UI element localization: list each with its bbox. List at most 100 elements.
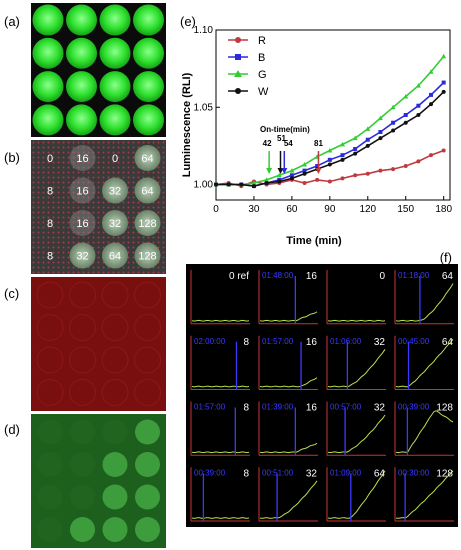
legend-label: B [258, 52, 265, 64]
data-point [302, 171, 307, 176]
y-tick-label: 1.00 [194, 180, 214, 191]
bright-well [134, 242, 161, 269]
mini-time-label: 01:39:00 [262, 403, 294, 412]
mini-curve [395, 410, 454, 454]
well-number: 16 [76, 218, 88, 230]
data-point [416, 159, 421, 164]
mini-time-label: 00:51:00 [262, 468, 294, 477]
legend-marker [235, 88, 241, 94]
dark-spot [70, 419, 95, 445]
mini-plot: 01:57:00 16 [258, 335, 318, 390]
mini-time-label: 01:18:00 [398, 271, 430, 280]
mini-plot: 01:06:00 32 [326, 335, 386, 390]
mini-curve [395, 283, 454, 322]
green-well [99, 104, 131, 136]
mini-time-label: 01:57:00 [262, 337, 294, 346]
panel-label-f: (f) [439, 250, 452, 265]
data-point [277, 179, 282, 184]
mini-concentration-label: 64 [442, 337, 454, 348]
data-point [339, 141, 345, 147]
data-point [391, 128, 396, 133]
mini-concentration-label: 0 ref [229, 271, 249, 282]
bright-well [134, 145, 161, 171]
data-point [327, 179, 332, 184]
mini-time-label: 00:39:00 [398, 403, 430, 412]
panel-e-chart: Luminescence (RLI) Time (min) On-time(mi… [176, 20, 458, 250]
data-point [264, 177, 270, 182]
green-well [133, 104, 164, 136]
on-time-label: 42 [263, 139, 272, 148]
data-point [391, 120, 396, 125]
on-time-title: On-time(min) [260, 125, 310, 134]
well-number: 32 [76, 251, 88, 263]
panel-f-mini-plots: 0 ref 01:48:00 16 0 01:18:00 64 02:00:00 8 01:57… [186, 264, 458, 527]
data-point [441, 148, 446, 153]
plot-frame [215, 29, 451, 201]
data-point [390, 104, 396, 110]
on-time-arrowhead [315, 168, 322, 174]
mini-curve [259, 442, 318, 454]
dim-well [69, 145, 96, 171]
mini-plot: 00:39:00 8 [190, 467, 250, 522]
well-number: 64 [141, 153, 153, 165]
data-point [302, 181, 307, 185]
bright-spot [102, 452, 128, 477]
panel-c-wells [36, 281, 161, 406]
on-time-arrowhead [281, 168, 288, 174]
panel-label-b: (b) [4, 150, 20, 165]
faint-well [69, 281, 96, 309]
data-point [239, 182, 244, 187]
well-number: 32 [109, 218, 121, 230]
green-well [66, 37, 97, 69]
bright-well [134, 177, 161, 204]
bright-spot [135, 419, 160, 445]
mini-plot: 01:39:00 16 [258, 401, 318, 456]
faint-well [36, 346, 64, 374]
dark-spot [37, 419, 63, 445]
faint-well [134, 314, 161, 341]
data-point [340, 153, 345, 158]
series-line-W [216, 91, 445, 187]
mini-curve [259, 311, 318, 322]
mini-concentration-label: 8 [243, 403, 249, 414]
data-point [416, 103, 421, 108]
on-time-arrowhead [277, 168, 284, 174]
dark-spot [70, 484, 95, 510]
faint-well [69, 346, 96, 374]
panel-b-wells: 0 16 0 64 8 16 32 64 8 16 32 128 8 32 64 128 [31, 140, 166, 274]
data-point [353, 147, 358, 151]
data-point [276, 172, 282, 178]
mini-time-label: 00:39:00 [194, 468, 226, 477]
mini-concentration-label: 64 [374, 468, 386, 479]
well-number: 16 [76, 153, 88, 165]
faint-well [69, 314, 96, 341]
dark-spot [102, 419, 128, 445]
mini-concentration-label: 8 [243, 337, 249, 348]
bright-spot [135, 452, 160, 477]
data-point [403, 93, 409, 99]
dark-spot [70, 452, 95, 477]
green-well [32, 37, 64, 69]
faint-well [134, 379, 161, 406]
data-point [302, 161, 308, 167]
well-number: 0 [112, 153, 118, 165]
data-point [378, 130, 383, 134]
legend-marker [235, 54, 241, 60]
well-number: 64 [141, 186, 153, 198]
data-point [327, 157, 332, 162]
mini-concentration-label: 64 [442, 271, 454, 282]
bright-well [69, 242, 96, 269]
green-well [32, 71, 64, 103]
data-point [403, 113, 408, 117]
mini-time-label: 00:57:00 [330, 403, 362, 412]
data-point [365, 126, 371, 131]
on-time-label: 54 [284, 139, 293, 148]
on-time-label: 51 [277, 134, 286, 143]
x-tick-label: 30 [248, 204, 260, 215]
panel-d-wells [37, 419, 160, 542]
bright-spot [135, 484, 160, 510]
well-number: 32 [109, 186, 121, 198]
data-point [353, 173, 358, 178]
bright-spot [135, 517, 160, 542]
